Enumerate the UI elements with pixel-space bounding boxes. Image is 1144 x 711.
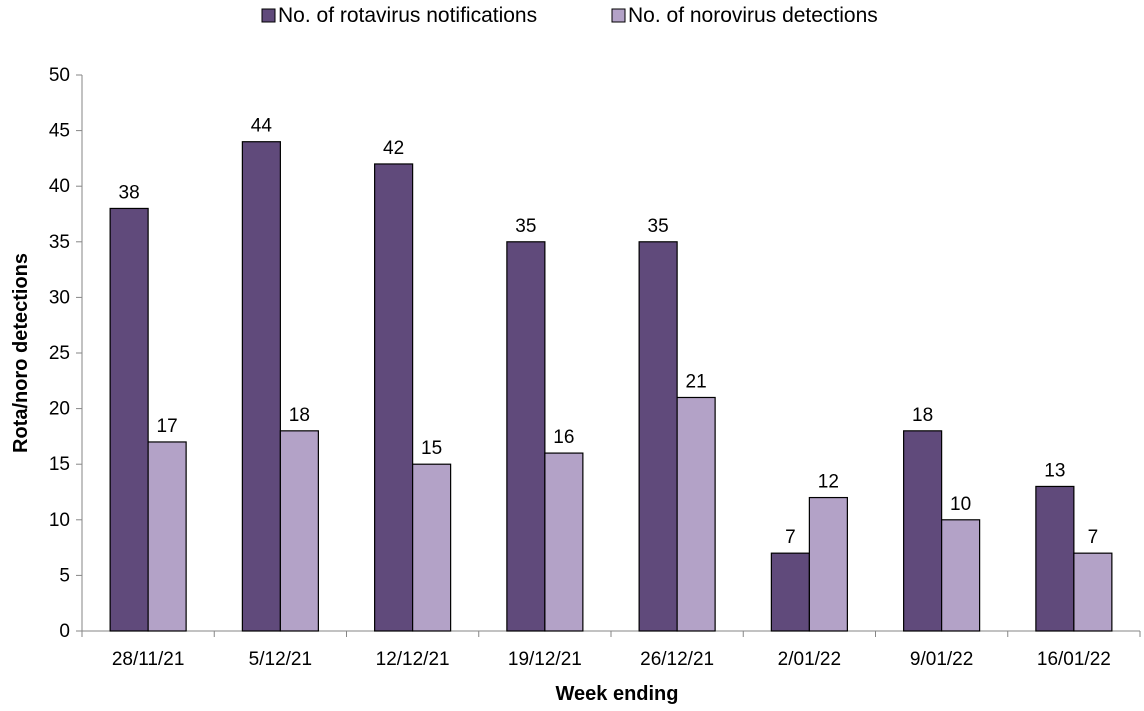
x-tick-label: 2/01/22 bbox=[778, 649, 841, 670]
data-label-norovirus: 16 bbox=[553, 427, 574, 448]
bar-norovirus bbox=[941, 519, 981, 632]
bar-norovirus bbox=[808, 496, 848, 632]
x-tick-label: 9/01/22 bbox=[910, 649, 973, 670]
data-label-norovirus: 18 bbox=[289, 405, 310, 426]
data-label-norovirus: 21 bbox=[686, 371, 707, 392]
data-label-norovirus: 15 bbox=[421, 438, 442, 459]
bar-norovirus bbox=[544, 452, 584, 632]
y-axis-title: Rota/noro detections bbox=[10, 253, 32, 453]
bar-rotavirus bbox=[638, 241, 678, 632]
data-label-rotavirus: 7 bbox=[785, 527, 796, 548]
data-label-norovirus: 7 bbox=[1088, 527, 1099, 548]
bar-rotavirus bbox=[770, 552, 810, 632]
bar-norovirus bbox=[676, 396, 716, 632]
bar-rotavirus bbox=[506, 241, 546, 632]
x-tick-label: 5/12/21 bbox=[249, 649, 312, 670]
y-tick-label: 5 bbox=[59, 565, 70, 586]
y-tick-label: 25 bbox=[49, 343, 70, 364]
y-tick-label: 40 bbox=[49, 176, 70, 197]
legend-label-norovirus: No. of norovirus detections bbox=[628, 4, 878, 27]
bar-norovirus bbox=[279, 430, 319, 632]
y-tick-label: 30 bbox=[49, 287, 70, 308]
legend-swatch-rotavirus bbox=[261, 8, 276, 23]
plot-area: 0 5 10 15 20 25 30 35 40 45 50 38 17 28/11/21 44 18 5/12… bbox=[49, 65, 1141, 670]
y-tick-label: 20 bbox=[49, 399, 70, 420]
data-label-rotavirus: 44 bbox=[251, 116, 273, 137]
x-tick-label: 16/01/22 bbox=[1037, 649, 1111, 670]
y-tick-label: 15 bbox=[49, 454, 70, 475]
data-label-rotavirus: 35 bbox=[515, 216, 536, 237]
data-label-rotavirus: 35 bbox=[648, 216, 669, 237]
x-tick-label: 12/12/21 bbox=[376, 649, 450, 670]
x-tick-label: 19/12/21 bbox=[508, 649, 582, 670]
y-tick-label: 45 bbox=[49, 121, 70, 142]
bar-rotavirus bbox=[109, 207, 149, 632]
legend-label-rotavirus: No. of rotavirus notifications bbox=[278, 4, 537, 27]
data-label-norovirus: 17 bbox=[157, 416, 178, 437]
bar-norovirus bbox=[412, 463, 452, 632]
bar-rotavirus bbox=[1035, 485, 1075, 632]
data-label-rotavirus: 18 bbox=[912, 405, 933, 426]
data-label-norovirus: 10 bbox=[950, 494, 971, 515]
bar-norovirus bbox=[1073, 552, 1113, 632]
y-tick-label: 0 bbox=[59, 621, 70, 642]
legend-swatch-norovirus bbox=[611, 8, 626, 23]
bar-rotavirus bbox=[241, 141, 281, 632]
y-tick-label: 10 bbox=[49, 510, 70, 531]
data-label-rotavirus: 13 bbox=[1044, 460, 1065, 481]
bar-rotavirus bbox=[903, 430, 943, 632]
y-tick-label: 50 bbox=[49, 65, 70, 86]
data-label-rotavirus: 38 bbox=[119, 182, 140, 203]
x-tick-label: 26/12/21 bbox=[640, 649, 714, 670]
legend: No. of rotavirus notifications No. of no… bbox=[261, 4, 878, 27]
data-label-rotavirus: 42 bbox=[383, 138, 404, 159]
bar-norovirus bbox=[147, 441, 187, 632]
y-tick-label: 35 bbox=[49, 232, 70, 253]
bar-rotavirus bbox=[374, 163, 414, 632]
data-label-norovirus: 12 bbox=[818, 472, 839, 493]
x-axis-title: Week ending bbox=[556, 683, 679, 705]
x-tick-label: 28/11/21 bbox=[112, 649, 185, 670]
